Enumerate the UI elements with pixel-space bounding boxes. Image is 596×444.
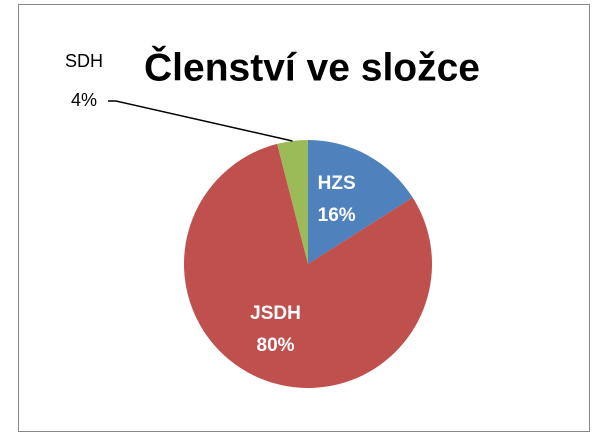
leader-line <box>108 100 293 142</box>
slice-value-label: 80% <box>257 335 295 356</box>
slice-value-label: 16% <box>318 205 356 226</box>
pie-slice <box>277 140 308 264</box>
pie-slice <box>308 140 413 264</box>
slice-label: JSDH <box>250 303 301 324</box>
chart-title: Členství ve složce <box>144 44 480 89</box>
slice-value-label: 4% <box>71 90 97 110</box>
slice-label: HZS <box>318 173 356 194</box>
pie-slice <box>183 143 432 388</box>
slice-label: SDH <box>65 51 103 71</box>
